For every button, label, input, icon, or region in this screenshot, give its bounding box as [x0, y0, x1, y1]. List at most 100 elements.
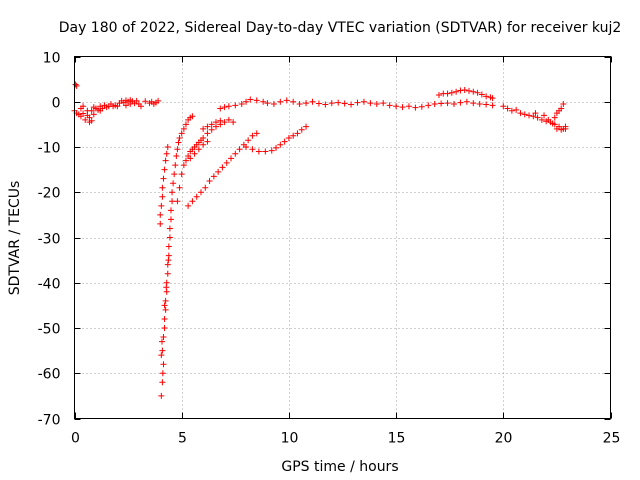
data-point	[500, 103, 507, 110]
data-point	[277, 98, 284, 105]
data-point	[166, 225, 173, 232]
x-axis-label: GPS time / hours	[281, 459, 398, 475]
data-point	[309, 98, 316, 105]
data-point	[513, 106, 520, 113]
y-tick-label: 0	[52, 96, 61, 112]
data-point	[217, 105, 224, 112]
data-point	[223, 159, 230, 166]
data-point	[200, 141, 207, 148]
data-point	[268, 147, 275, 154]
data-point	[127, 96, 134, 103]
data-point	[176, 184, 183, 191]
data-point	[270, 101, 277, 108]
data-point	[204, 123, 211, 130]
data-point	[171, 171, 178, 178]
data-point	[236, 146, 243, 153]
data-point	[72, 81, 79, 88]
data-point	[167, 207, 174, 214]
data-point	[283, 97, 290, 104]
data-point	[341, 100, 348, 107]
data-point	[133, 97, 140, 104]
data-point	[255, 148, 262, 155]
data-point	[176, 134, 183, 141]
data-point	[206, 177, 213, 184]
data-point	[122, 102, 129, 109]
data-point	[483, 101, 490, 108]
data-point	[264, 100, 271, 107]
data-point	[249, 146, 256, 153]
data-point	[219, 164, 226, 171]
series-group	[243, 123, 310, 155]
data-point	[180, 162, 187, 169]
data-point	[97, 107, 104, 114]
data-point	[185, 202, 192, 209]
data-point	[253, 130, 260, 137]
data-point	[553, 125, 560, 132]
data-point	[558, 105, 565, 112]
data-point	[425, 102, 432, 109]
y-tick-label: -40	[38, 277, 61, 293]
data-point	[328, 100, 335, 107]
data-point	[551, 114, 558, 121]
chart-title: Day 180 of 2022, Sidereal Day-to-day VTE…	[59, 20, 622, 36]
data-point	[281, 138, 288, 145]
data-point	[260, 98, 267, 105]
x-tick-label: 25	[603, 431, 621, 447]
series-group	[500, 101, 569, 133]
data-point	[159, 347, 166, 354]
data-point	[170, 180, 177, 187]
data-point	[545, 116, 552, 123]
data-point	[161, 325, 168, 331]
data-point	[204, 138, 211, 145]
data-point	[373, 101, 380, 108]
data-point	[560, 101, 567, 108]
data-point	[474, 89, 481, 96]
data-point	[393, 103, 400, 110]
data-point	[221, 119, 228, 126]
data-point	[285, 134, 292, 141]
x-tick-label: 10	[281, 431, 299, 447]
data-point	[162, 306, 169, 313]
y-tick-label: -60	[38, 367, 61, 383]
series-group	[435, 86, 496, 102]
data-point	[161, 315, 168, 322]
y-tick-label: -50	[38, 322, 61, 338]
data-point	[174, 198, 181, 205]
data-point	[173, 153, 180, 160]
data-point	[164, 144, 171, 150]
data-point	[232, 102, 239, 109]
data-point	[465, 87, 472, 94]
data-point	[277, 141, 284, 148]
data-point	[380, 100, 387, 107]
x-tick-label: 0	[71, 431, 80, 447]
data-point	[202, 184, 209, 191]
data-point	[182, 121, 189, 128]
data-point	[174, 146, 181, 153]
data-point	[178, 171, 185, 178]
data-point	[169, 198, 176, 205]
data-point	[517, 110, 524, 117]
data-point	[360, 98, 367, 105]
data-point	[348, 101, 355, 108]
data-point	[315, 100, 322, 107]
x-tick-label: 5	[178, 431, 187, 447]
data-point	[526, 112, 533, 119]
data-point	[483, 93, 490, 100]
data-point	[204, 130, 211, 137]
data-point	[322, 101, 329, 108]
data-point	[354, 99, 361, 106]
data-point	[476, 101, 483, 108]
data-point	[158, 338, 165, 345]
data-point	[412, 104, 419, 111]
series-group	[71, 81, 162, 126]
data-point	[532, 110, 539, 117]
data-point	[80, 110, 87, 117]
data-point	[164, 261, 171, 268]
data-point	[90, 104, 97, 111]
data-point	[470, 88, 477, 95]
data-point	[180, 125, 187, 132]
data-point	[158, 392, 165, 399]
data-point	[208, 126, 215, 133]
data-point	[247, 96, 254, 103]
data-point	[137, 103, 144, 110]
